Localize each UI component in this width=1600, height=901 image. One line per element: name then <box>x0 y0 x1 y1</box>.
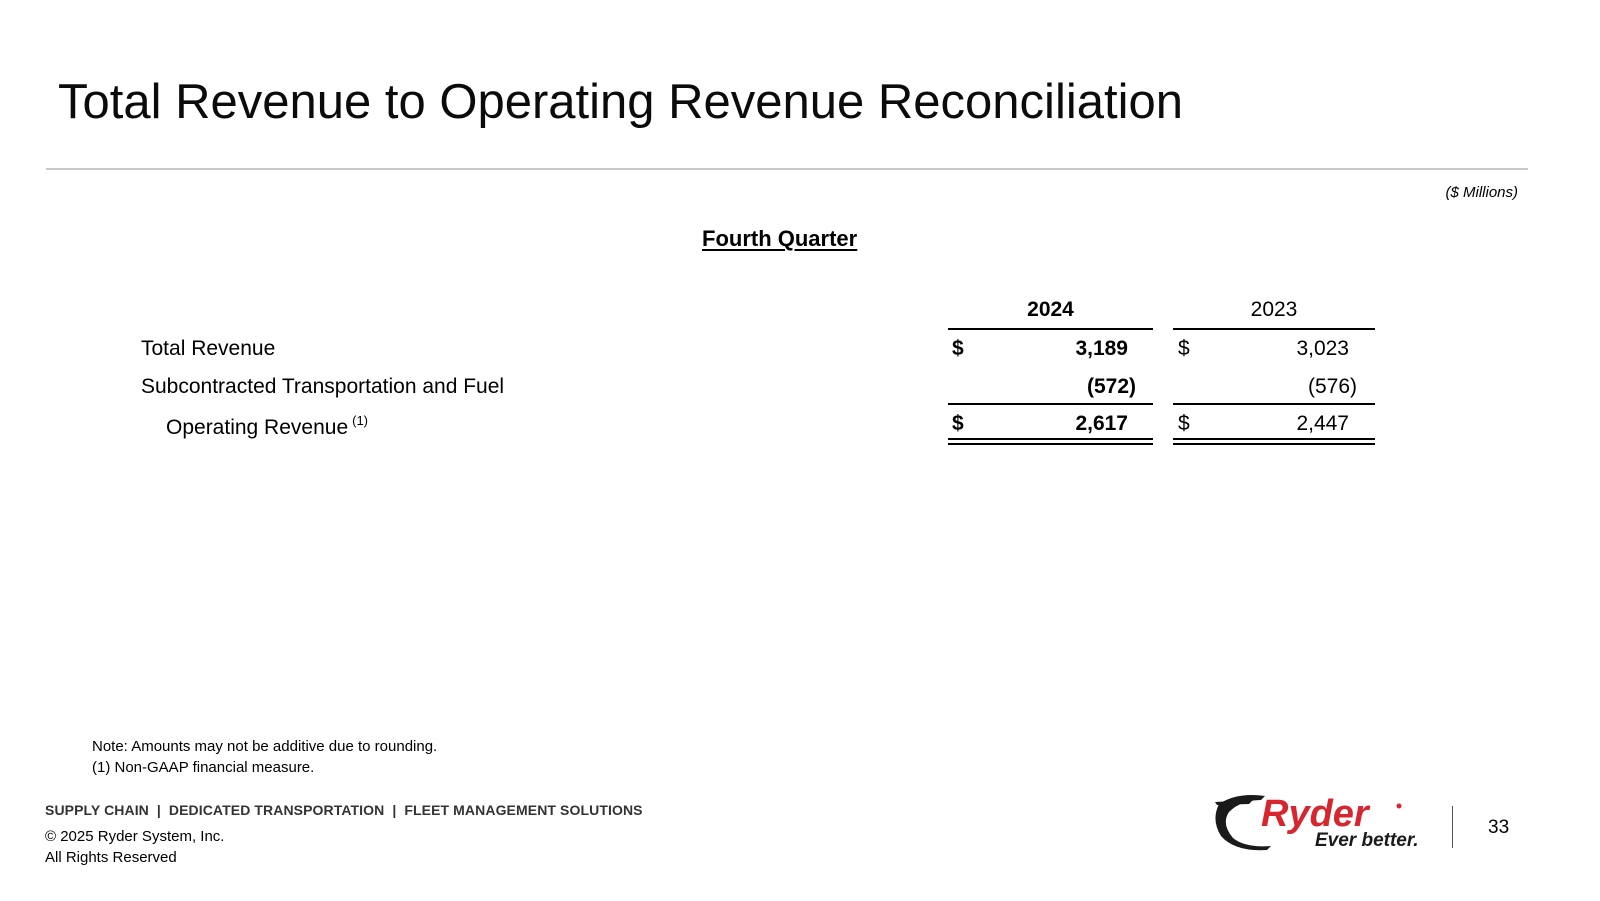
column-header-2023: 2023 <box>1250 298 1298 321</box>
subtotal-rule-2023 <box>1173 403 1375 405</box>
logo-dot <box>1396 803 1402 809</box>
row-label-operating-revenue: Operating Revenue (1) <box>166 413 368 440</box>
column-header-2024: 2024 <box>1027 298 1074 321</box>
logo-wordmark: Ryder <box>1261 793 1371 835</box>
copyright: © 2025 Ryder System, Inc. All Rights Res… <box>45 826 224 868</box>
rights-line: All Rights Reserved <box>45 849 177 866</box>
operating-revenue-2023: 2,447 <box>1296 412 1349 435</box>
non-gaap-note: (1) Non-GAAP financial measure. <box>92 759 315 776</box>
section-heading: Fourth Quarter <box>702 226 858 251</box>
subtotal-rule-2024 <box>948 403 1153 405</box>
page-title: Total Revenue to Operating Revenue Recon… <box>58 75 1183 129</box>
logo-slogan: Ever better. <box>1315 830 1419 851</box>
currency-symbol: $ <box>952 412 964 435</box>
copyright-line: © 2025 Ryder System, Inc. <box>45 828 225 845</box>
currency-symbol: $ <box>1178 412 1190 435</box>
row-label-subcontracted: Subcontracted Transportation and Fuel <box>141 375 505 398</box>
total-double-rule-2024 <box>948 438 1153 445</box>
total-revenue-2024: 3,189 <box>1075 337 1128 360</box>
units-label: ($ Millions) <box>1445 184 1518 201</box>
total-revenue-2023: 3,023 <box>1296 337 1349 360</box>
footer-tagline: SUPPLY CHAIN | DEDICATED TRANSPORTATION … <box>45 802 643 818</box>
currency-symbol: $ <box>1178 337 1190 360</box>
title-divider <box>46 168 1528 170</box>
ryder-logo: Ryder Ever better. <box>1215 793 1419 851</box>
rounding-note: Note: Amounts may not be additive due to… <box>92 738 438 755</box>
row-label-total-revenue: Total Revenue <box>141 337 276 360</box>
footnote-marker: (1) <box>352 413 369 428</box>
footnotes: Note: Amounts may not be additive due to… <box>92 736 437 778</box>
currency-symbol: $ <box>952 337 964 360</box>
header-rule-2023 <box>1173 328 1375 330</box>
header-rule-2024 <box>948 328 1153 330</box>
logo-swoosh-line <box>1215 800 1253 805</box>
logo-swoosh <box>1215 795 1271 851</box>
operating-revenue-label: Operating Revenue <box>166 416 349 439</box>
total-double-rule-2023 <box>1173 438 1375 445</box>
subcontracted-2023: (576) <box>1307 375 1357 398</box>
operating-revenue-2024: 2,617 <box>1075 412 1128 435</box>
subcontracted-2024: (572) <box>1086 375 1136 398</box>
page-number: 33 <box>1488 817 1510 838</box>
logo-divider <box>1452 806 1453 848</box>
